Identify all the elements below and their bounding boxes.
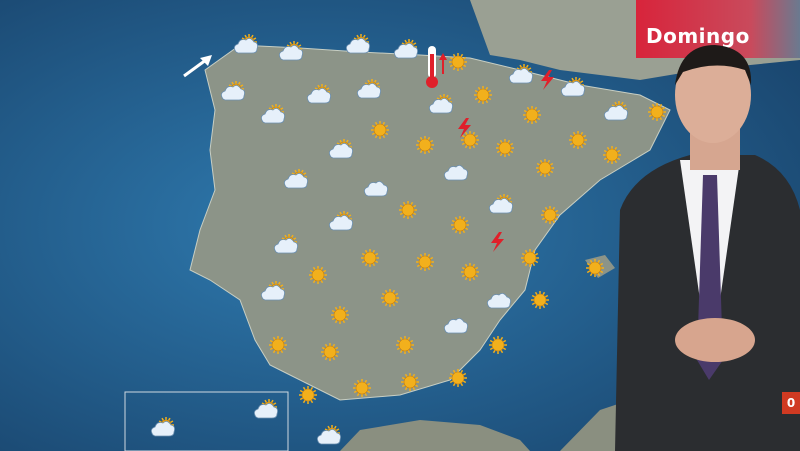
thermometer-rising-icon [426,46,447,88]
thunderstorm-icon [452,117,478,139]
sun-cloud-icon [344,34,370,56]
sun-icon [492,137,518,159]
day-banner: Domingo [636,0,800,58]
sun-icon [457,261,483,283]
sun-cloud-icon [259,104,285,126]
channel-badge: 0 [782,392,800,414]
sun-cloud-icon [487,194,513,216]
sun-icon [412,251,438,273]
sun-icon [367,119,393,141]
sun-icon [447,214,473,236]
wind-arrow-icon [183,55,212,78]
sun-cloud-icon [252,399,278,421]
sun-cloud-icon [259,281,285,303]
sun-icon [445,367,471,389]
sun-icon [395,199,421,221]
sun-icon [317,341,343,363]
sun-cloud-icon [277,41,303,63]
sun-cloud-icon [327,139,353,161]
sun-icon [357,247,383,269]
sun-cloud-icon [149,417,175,439]
sun-icon [485,334,511,356]
sun-cloud-icon [355,79,381,101]
sun-cloud-icon [427,94,453,116]
sun-cloud-icon [392,39,418,61]
sun-icon [327,304,353,326]
sun-cloud-icon [327,211,353,233]
day-label: Domingo [646,24,750,48]
africa-coast [340,390,680,451]
sun-icon [295,384,321,406]
sun-icon [305,264,331,286]
sun-icon [599,144,625,166]
sun-cloud-icon [559,77,585,99]
sun-icon [377,287,403,309]
cloud-icon [485,289,511,311]
weather-presenter [615,45,800,451]
sun-icon [582,257,608,279]
sun-icon [565,129,591,151]
sun-cloud-icon [602,101,628,123]
cloud-icon [442,314,468,336]
sun-icon [265,334,291,356]
sun-cloud-icon [282,169,308,191]
iberian-peninsula [189,44,671,401]
sun-icon [537,204,563,226]
sun-cloud-icon [507,64,533,86]
sun-icon [412,134,438,156]
sun-icon [392,334,418,356]
sun-icon [457,129,483,151]
cloud-icon [442,161,468,183]
sun-icon [644,101,670,123]
canary-islands-inset [124,391,289,451]
sun-cloud-icon [305,84,331,106]
sun-icon [517,247,543,269]
sun-icon [532,157,558,179]
thunderstorm-icon [535,69,561,91]
sun-cloud-icon [232,34,258,56]
sun-icon [349,377,375,399]
sun-icon [527,289,553,311]
cloud-icon [362,177,388,199]
sun-icon [397,371,423,393]
sun-icon [519,104,545,126]
sun-cloud-icon [315,425,341,447]
sun-icon [470,84,496,106]
sun-cloud-icon [219,81,245,103]
sun-icon [445,51,471,73]
thunderstorm-icon [485,231,511,253]
sun-cloud-icon [272,234,298,256]
